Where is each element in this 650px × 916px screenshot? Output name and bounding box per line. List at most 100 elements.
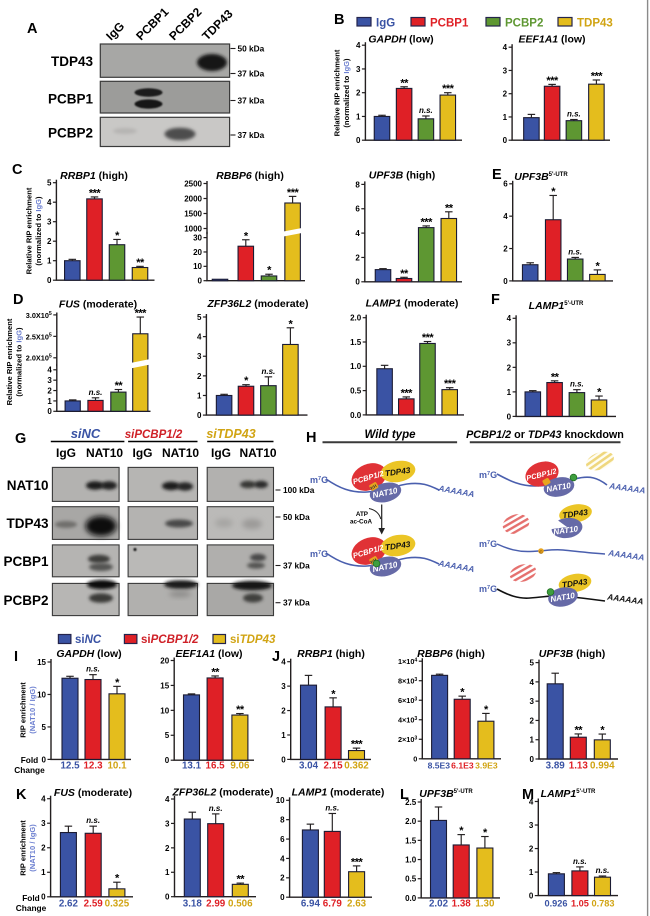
svg-text:16.5: 16.5 xyxy=(206,761,226,772)
svg-text:0: 0 xyxy=(503,277,508,286)
svg-text:4: 4 xyxy=(530,678,535,687)
svg-text:***: *** xyxy=(89,187,102,199)
svg-text:8×103: 8×103 xyxy=(398,677,417,686)
svg-text:n.s.: n.s. xyxy=(567,110,581,119)
svg-text:EEF1A1 (low): EEF1A1 (low) xyxy=(518,34,585,46)
svg-text:8.5E3: 8.5E3 xyxy=(428,761,451,771)
svg-text:2: 2 xyxy=(507,363,512,372)
svg-text:NAT10: NAT10 xyxy=(162,446,199,460)
svg-text:1: 1 xyxy=(197,391,202,400)
svg-text:2.5X105: 2.5X105 xyxy=(26,332,52,341)
svg-text:siTDP43: siTDP43 xyxy=(230,634,276,646)
svg-text:m7G: m7G xyxy=(479,539,497,549)
svg-text:2.02: 2.02 xyxy=(429,899,449,910)
svg-text:Change: Change xyxy=(16,903,47,913)
svg-text:0.506: 0.506 xyxy=(228,899,253,910)
svg-text:2: 2 xyxy=(503,244,508,253)
svg-text:ac-CoA: ac-CoA xyxy=(350,519,372,526)
svg-text:6: 6 xyxy=(280,835,285,844)
svg-text:5: 5 xyxy=(197,313,202,322)
svg-text:L: L xyxy=(400,787,409,803)
svg-text:UPF3B (high): UPF3B (high) xyxy=(539,648,606,660)
svg-text:2: 2 xyxy=(47,386,52,395)
svg-text:50 kDa: 50 kDa xyxy=(238,44,265,54)
svg-text:2.0X105: 2.0X105 xyxy=(26,354,52,363)
svg-text:(normalized to IgG): (normalized to IgG) xyxy=(342,58,351,128)
svg-text:0: 0 xyxy=(42,755,47,764)
svg-text:5: 5 xyxy=(530,659,535,668)
svg-text:IgG: IgG xyxy=(133,446,153,460)
svg-text:3.18: 3.18 xyxy=(183,899,203,910)
svg-text:NAT10: NAT10 xyxy=(546,481,572,494)
svg-text:1: 1 xyxy=(165,868,170,877)
svg-text:1: 1 xyxy=(530,736,535,745)
svg-text:0.325: 0.325 xyxy=(105,899,130,910)
svg-text:G: G xyxy=(15,431,26,447)
svg-text:4: 4 xyxy=(503,212,508,221)
svg-text:UPF3B5'-UTR: UPF3B5'-UTR xyxy=(419,788,473,800)
svg-text:3: 3 xyxy=(529,821,534,830)
svg-text:0: 0 xyxy=(507,412,512,421)
svg-text:4: 4 xyxy=(507,314,512,323)
svg-text:3: 3 xyxy=(356,65,361,74)
svg-text:**: ** xyxy=(136,257,145,269)
svg-text:0.0: 0.0 xyxy=(350,411,362,420)
svg-text:TDP43: TDP43 xyxy=(6,516,49,531)
svg-text:0: 0 xyxy=(530,755,535,764)
svg-text:4: 4 xyxy=(197,333,202,342)
svg-text:4: 4 xyxy=(529,797,534,806)
svg-text:0: 0 xyxy=(281,755,286,764)
svg-text:TDP43: TDP43 xyxy=(51,54,94,69)
svg-text:2.0: 2.0 xyxy=(350,314,362,323)
svg-text:LAMP15'-UTR: LAMP15'-UTR xyxy=(529,300,584,312)
svg-text:2: 2 xyxy=(47,237,52,246)
svg-text:50 kDa: 50 kDa xyxy=(283,512,310,522)
svg-text:*: * xyxy=(267,265,272,277)
svg-text:0.0: 0.0 xyxy=(405,894,417,903)
svg-text:2000: 2000 xyxy=(184,194,202,203)
svg-text:ATP: ATP xyxy=(356,511,368,518)
svg-text:0: 0 xyxy=(47,276,52,285)
svg-text:Change: Change xyxy=(14,765,45,775)
svg-text:M: M xyxy=(522,787,534,803)
svg-text:GAPDH (low): GAPDH (low) xyxy=(368,34,433,46)
svg-text:RRBP1 (high): RRBP1 (high) xyxy=(60,170,128,182)
svg-text:Wild type: Wild type xyxy=(364,429,416,441)
svg-text:n.s.: n.s. xyxy=(86,816,100,825)
svg-text:**: ** xyxy=(551,371,560,383)
svg-text:3: 3 xyxy=(47,376,52,385)
svg-text:*: * xyxy=(244,375,249,387)
svg-text:Relative RIP enrichment: Relative RIP enrichment xyxy=(25,187,34,274)
svg-text:8: 8 xyxy=(280,816,285,825)
svg-text:PCBP1: PCBP1 xyxy=(3,554,49,569)
svg-text:m7G: m7G xyxy=(479,584,497,594)
svg-text:***: *** xyxy=(351,856,364,868)
svg-text:9.06: 9.06 xyxy=(230,761,250,772)
svg-text:n.s.: n.s. xyxy=(209,804,223,813)
svg-text:1: 1 xyxy=(507,388,512,397)
svg-text:**: ** xyxy=(575,724,584,736)
svg-text:1: 1 xyxy=(47,397,52,406)
svg-text:1: 1 xyxy=(281,731,286,740)
svg-text:0.926: 0.926 xyxy=(545,899,568,909)
svg-text:0.783: 0.783 xyxy=(592,899,615,909)
svg-text:0: 0 xyxy=(355,278,360,287)
svg-text:3: 3 xyxy=(41,819,46,828)
svg-text:30: 30 xyxy=(193,234,202,243)
svg-text:KH: KH xyxy=(370,483,378,491)
svg-text:1: 1 xyxy=(503,113,508,122)
svg-text:NAT10: NAT10 xyxy=(86,446,123,460)
svg-text:H: H xyxy=(306,430,316,446)
svg-text:n.s.: n.s. xyxy=(568,247,582,256)
svg-text:PCBP1: PCBP1 xyxy=(430,18,469,30)
svg-text:2: 2 xyxy=(356,89,361,98)
svg-text:*: * xyxy=(115,873,120,885)
svg-text:2×103: 2×103 xyxy=(398,735,417,744)
svg-text:4: 4 xyxy=(47,366,52,375)
svg-text:1: 1 xyxy=(356,112,361,121)
svg-text:1.5: 1.5 xyxy=(405,836,417,845)
svg-text:*: * xyxy=(600,725,605,737)
svg-text:10: 10 xyxy=(193,262,202,271)
svg-text:1.05: 1.05 xyxy=(571,899,589,909)
svg-text:*: * xyxy=(596,260,601,272)
